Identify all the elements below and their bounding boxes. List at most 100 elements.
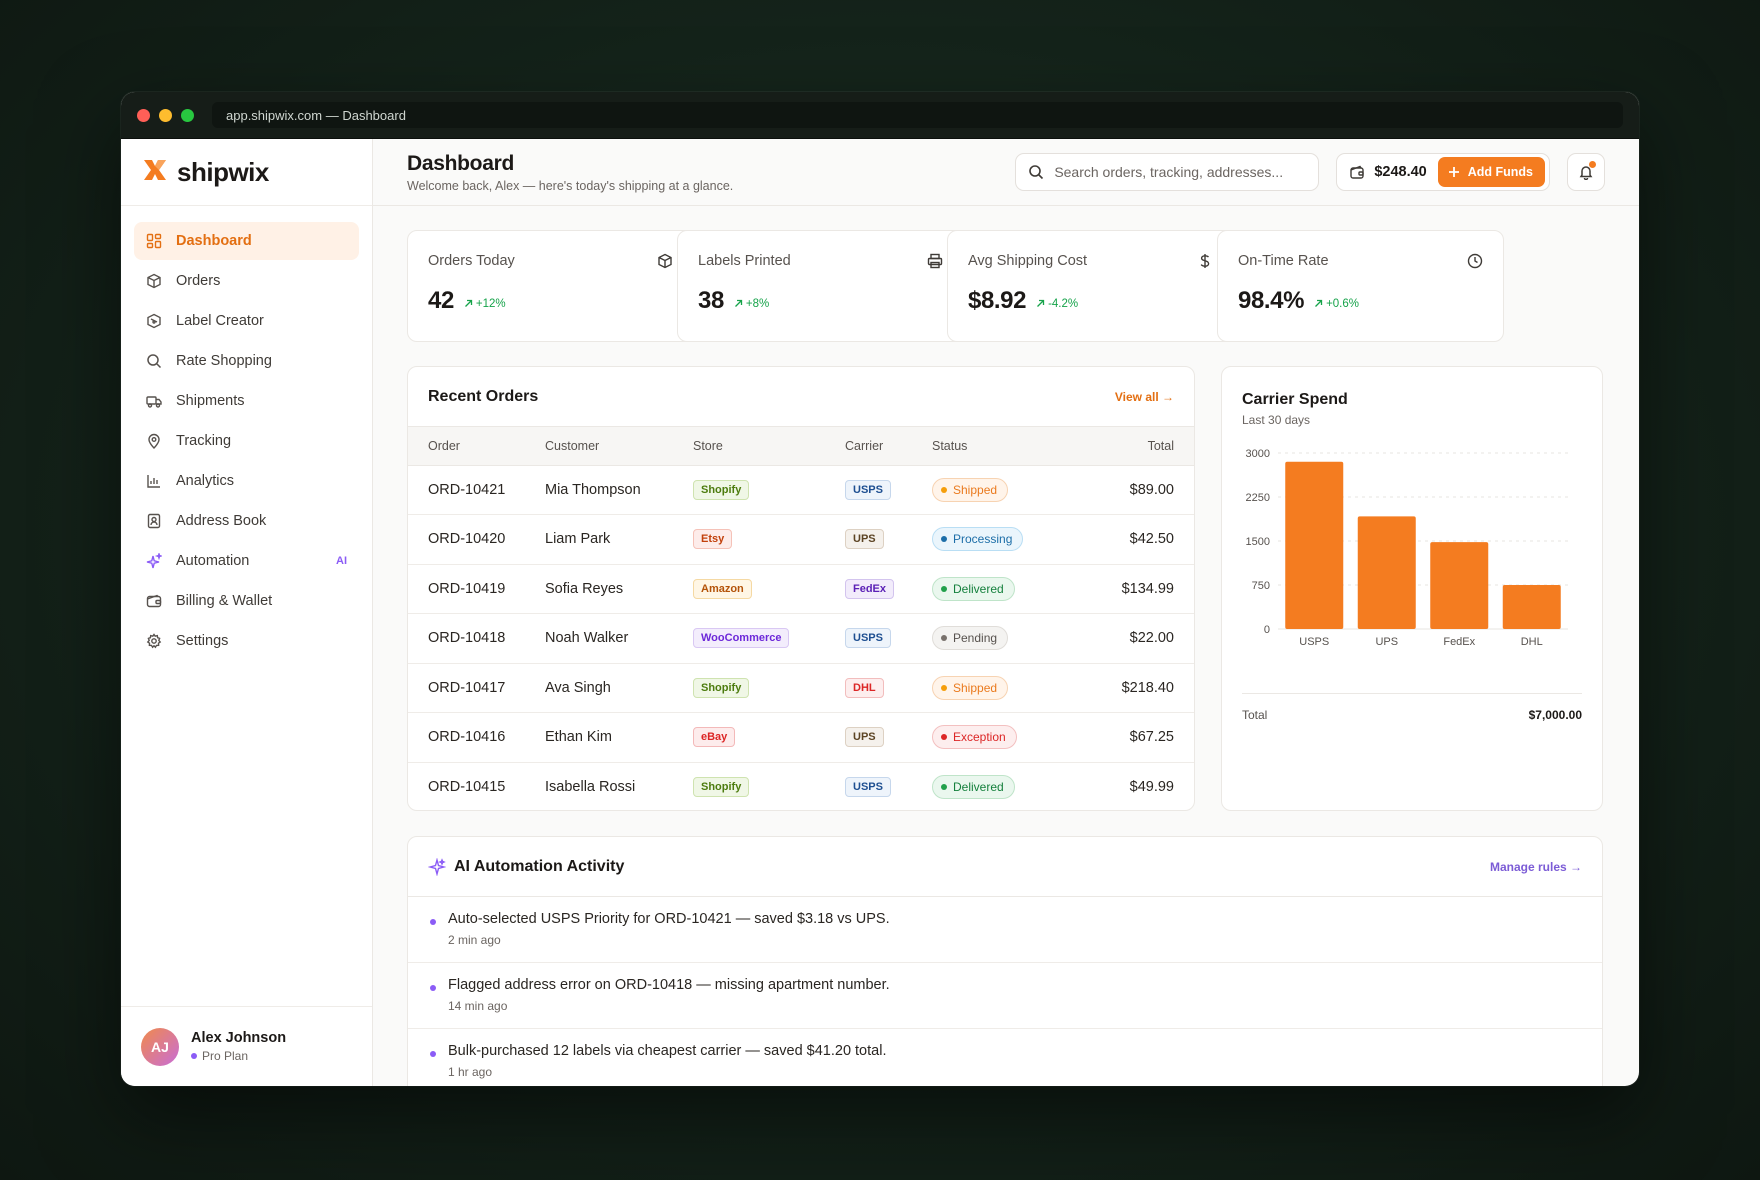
sidebar-item-shipments[interactable]: Shipments (134, 382, 359, 420)
column-header-status[interactable]: Status (932, 427, 1052, 466)
order-total: $42.50 (1052, 514, 1194, 565)
brand[interactable]: shipwix (121, 139, 372, 206)
carrier-badge: UPS (845, 529, 884, 550)
column-header-order[interactable]: Order (408, 427, 545, 466)
notification-dot (1589, 161, 1596, 168)
add-funds-button[interactable]: Add Funds (1437, 157, 1545, 187)
stat-card-orders-today: Orders Today 42 +12% (407, 230, 694, 342)
sidebar: shipwix Dashboard Orders Label Creator R… (121, 139, 373, 1086)
order-id[interactable]: ORD-10420 (408, 514, 545, 565)
balance-value: $248.40 (1374, 164, 1427, 180)
store-badge: Shopify (693, 479, 750, 500)
stat-value: 98.4% (1238, 287, 1305, 314)
stat-label: Orders Today (428, 253, 515, 269)
order-total: $67.25 (1052, 712, 1194, 763)
sidebar-item-settings[interactable]: Settings (134, 622, 359, 660)
order-total: $22.00 (1052, 613, 1194, 664)
table-row[interactable]: ORD-10419 Sofia Reyes Amazon FedEx Deliv… (408, 564, 1194, 614)
column-header-customer[interactable]: Customer (545, 427, 693, 466)
orders-table: Order Customer Store Carrier Status Tota… (408, 427, 1194, 810)
carrier-badge: USPS (845, 628, 891, 649)
customer-name: Ava Singh (545, 663, 693, 713)
order-id[interactable]: ORD-10419 (408, 564, 545, 614)
status-dot (941, 536, 947, 543)
table-row[interactable]: ORD-10417 Ava Singh Shopify DHL Shipped … (408, 663, 1194, 713)
activity-item[interactable]: Auto-selected USPS Priority for ORD-1042… (408, 897, 1602, 963)
table-row[interactable]: ORD-10418 Noah Walker WooCommerce USPS P… (408, 613, 1194, 664)
ai-badge: AI (336, 555, 347, 567)
order-id[interactable]: ORD-10415 (428, 779, 506, 795)
order-id[interactable]: ORD-10421 (408, 465, 545, 515)
bar-chart-icon (145, 472, 163, 490)
maximize-window-button[interactable] (181, 108, 194, 122)
carrier-badge: FedEx (845, 578, 895, 599)
sidebar-item-rate-shopping[interactable]: Rate Shopping (134, 342, 359, 380)
carrier-badge: USPS (845, 777, 891, 797)
x-tick-label: DHL (1521, 636, 1543, 648)
address-bar[interactable]: app.shipwix.com — Dashboard (212, 102, 1623, 128)
sidebar-item-label: Shipments (176, 393, 245, 409)
column-header-store[interactable]: Store (693, 427, 845, 466)
sidebar-item-dashboard[interactable]: Dashboard (134, 222, 359, 260)
box-icon (657, 253, 673, 274)
sidebar-item-tracking[interactable]: Tracking (134, 422, 359, 460)
main-content: Dashboard Welcome back, Alex — here's to… (373, 139, 1639, 1086)
sidebar-item-label: Billing & Wallet (176, 593, 273, 609)
manage-rules-link[interactable]: Manage rules → (1489, 859, 1582, 874)
ai-activity-title: AI Automation Activity (454, 857, 625, 875)
activity-item[interactable]: Flagged address error on ORD-10418 — mis… (408, 963, 1602, 1029)
x-tick-label: FedEx (1443, 636, 1475, 648)
stat-delta: +0.6% (1314, 298, 1359, 310)
status-dot (941, 585, 947, 592)
minimize-window-button[interactable] (159, 108, 172, 122)
customer-name: Isabella Rossi (545, 779, 636, 795)
close-window-button[interactable] (137, 108, 150, 122)
column-header-carrier[interactable]: Carrier (845, 427, 932, 466)
table-row[interactable]: ORD-10420 Liam Park Etsy UPS Processing … (408, 514, 1194, 565)
sidebar-item-label-creator[interactable]: Label Creator (134, 302, 359, 340)
chart-total-label: Total (1242, 708, 1268, 722)
status-label: Delivered (953, 780, 1004, 794)
sidebar-item-orders[interactable]: Orders (134, 262, 359, 300)
status-dot (941, 635, 947, 642)
order-total: $134.99 (1052, 564, 1194, 614)
stat-delta: +12% (464, 298, 506, 310)
sidebar-item-label: Label Creator (176, 313, 264, 329)
sidebar-item-label: Settings (176, 633, 229, 649)
stat-label: Avg Shipping Cost (968, 253, 1088, 269)
table-row[interactable]: ORD-10416 Ethan Kim eBay UPS Exception $… (408, 712, 1194, 763)
table-row[interactable]: ORD-10415 Isabella Rossi Shopify USPS De… (408, 762, 1194, 810)
browser-titlebar: app.shipwix.com — Dashboard (121, 92, 1639, 139)
gear-icon (145, 632, 163, 650)
topbar: Dashboard Welcome back, Alex — here's to… (373, 139, 1639, 206)
wallet-icon (145, 592, 163, 610)
view-all-link[interactable]: View all → (1114, 389, 1174, 404)
sidebar-item-address-book[interactable]: Address Book (134, 502, 359, 540)
status-label: Processing (953, 532, 1013, 547)
user-profile[interactable]: AJ Alex Johnson Pro Plan (121, 1006, 372, 1086)
order-id[interactable]: ORD-10418 (408, 613, 545, 664)
bar-dhl (1502, 585, 1561, 629)
sidebar-item-automation[interactable]: Automation AI (134, 542, 359, 580)
y-tick-label: 3000 (1246, 448, 1270, 460)
shipwix-logo-icon (141, 156, 169, 189)
printer-icon (927, 253, 943, 274)
stat-card-on-time-rate: On-Time Rate 98.4% +0.6% (1217, 230, 1504, 342)
search-input[interactable]: Search orders, tracking, addresses... (1015, 153, 1320, 191)
activity-item[interactable]: Bulk-purchased 12 labels via cheapest ca… (408, 1029, 1602, 1086)
column-header-total[interactable]: Total (1052, 427, 1194, 466)
page-subtitle: Welcome back, Alex — here's today's ship… (407, 178, 734, 193)
search-placeholder: Search orders, tracking, addresses... (1054, 164, 1284, 180)
status-badge: Processing (932, 527, 1024, 552)
sidebar-item-analytics[interactable]: Analytics (134, 462, 359, 500)
customer-name: Mia Thompson (545, 465, 693, 515)
order-id[interactable]: ORD-10417 (408, 663, 545, 713)
notifications-button[interactable] (1567, 153, 1605, 191)
carrier-spend-chart: 3000 2250 1500 750 0 USPS UPS FedEx DHL (1246, 448, 1568, 648)
order-id[interactable]: ORD-10416 (408, 712, 545, 763)
table-row[interactable]: ORD-10421 Mia Thompson Shopify USPS Ship… (408, 465, 1194, 515)
stat-value: 38 (698, 287, 724, 314)
status-dot (941, 684, 947, 691)
sidebar-item-billing-and-wallet[interactable]: Billing & Wallet (134, 582, 359, 620)
bar-ups (1357, 516, 1416, 629)
